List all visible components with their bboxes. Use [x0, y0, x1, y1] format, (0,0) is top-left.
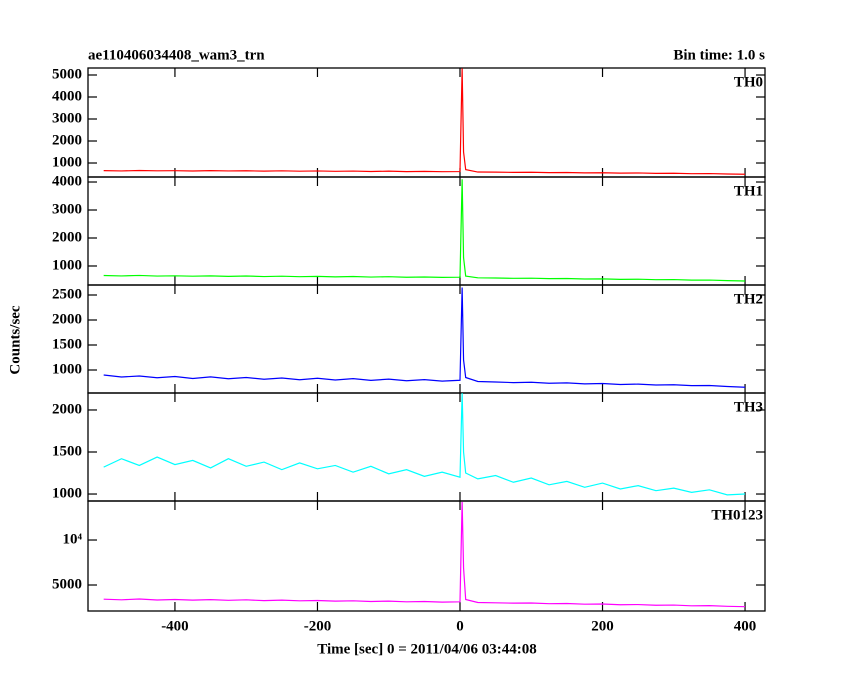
x-tick-label: 200 [591, 618, 614, 634]
light-curve [103, 501, 746, 608]
panel-frame [87, 284, 766, 394]
x-tick-label: -200 [304, 618, 332, 634]
light-curve [103, 287, 746, 388]
light-curve [103, 68, 746, 175]
light-curve [103, 179, 746, 282]
y-axis-label: Counts/sec [7, 305, 23, 375]
panel-label: TH0123 [711, 507, 763, 523]
panel-label: TH2 [734, 291, 763, 307]
x-axis-label: Time [sec] 0 = 2011/04/06 03:44:08 [317, 641, 537, 657]
y-tick-label: 3000 [52, 110, 82, 126]
y-tick-label: 1000 [52, 154, 82, 170]
y-tick-label: 4000 [52, 173, 82, 189]
y-tick-label: 1000 [52, 257, 82, 273]
panel-frame [87, 176, 766, 286]
y-tick-label: 1500 [52, 336, 82, 352]
y-tick-label: 1500 [52, 443, 82, 459]
panel-frame [87, 67, 766, 178]
y-tick-label: 5000 [52, 576, 82, 592]
bin-time: Bin time: 1.0 s [673, 47, 765, 63]
y-tick-label: 4000 [52, 88, 82, 104]
y-tick-label: 3000 [52, 201, 82, 217]
y-tick-label: 2000 [52, 132, 82, 148]
y-tick-label: 2000 [52, 401, 82, 417]
y-tick-label: 2000 [52, 311, 82, 327]
chart-title: ae110406034408_wam3_trn [88, 47, 265, 63]
panel-frame [87, 500, 766, 612]
x-tick-label: -400 [161, 618, 189, 634]
light-curve [103, 393, 746, 496]
y-tick-label: 2000 [52, 229, 82, 245]
x-tick-label: 400 [734, 618, 757, 634]
y-tick-label: 1000 [52, 485, 82, 501]
panel-label: TH3 [734, 399, 763, 415]
y-tick-label: 1000 [52, 361, 82, 377]
y-tick-label: 5000 [52, 66, 82, 82]
x-tick-label: 0 [456, 618, 464, 634]
panel-label: TH0 [734, 74, 763, 90]
panel-label: TH1 [734, 183, 763, 199]
panel-frame [87, 392, 766, 502]
y-tick-label: 2500 [52, 286, 82, 302]
y-tick-label: 10⁴ [63, 531, 83, 547]
